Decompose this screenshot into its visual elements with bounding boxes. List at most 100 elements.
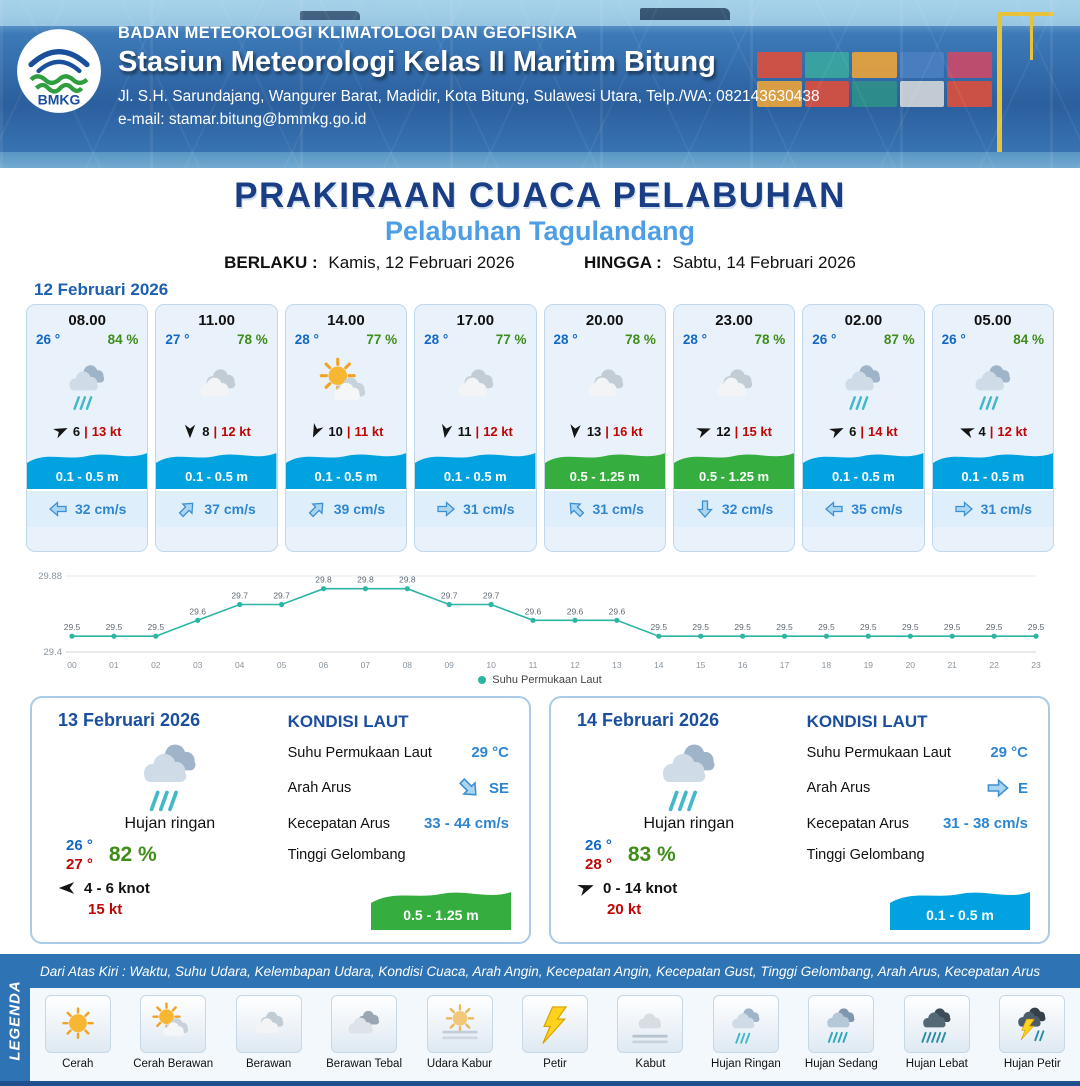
svg-text:29.88: 29.88 [38,571,62,582]
gust-speed: 12 kt [997,423,1028,439]
legend-weather-icon [44,995,111,1053]
wave-height-band: 0.5 - 1.25 m [544,445,665,489]
wind-speed: 12 [716,423,731,439]
humidity: 84 % [107,332,139,347]
svg-text:01: 01 [109,660,119,670]
current-direction-icon [954,501,973,517]
hourly-forecast-card: 02.00 26 ° 87 % 6 | 14 kt 0.1 - 0.5 m 35… [802,304,925,552]
current-row: 39 cm/s [285,489,407,527]
air-temperature: 28 ° [682,332,708,347]
sea-current-direction-icon [987,778,1009,798]
svg-text:29.5: 29.5 [651,622,668,632]
air-temperature: 27 ° [165,332,190,347]
svg-text:29.8: 29.8 [357,575,374,585]
svg-text:29.5: 29.5 [1028,622,1045,632]
wave-height: 0.1 - 0.5 m [832,469,895,484]
svg-text:05: 05 [277,660,287,670]
svg-text:29.5: 29.5 [860,622,877,632]
wind-gust-separator: | [989,423,994,439]
current-row: 31 cm/s [415,489,536,527]
svg-text:13: 13 [612,660,622,670]
svg-text:14: 14 [654,660,664,670]
berlaku-value: Kamis, 12 Februari 2026 [328,253,515,272]
legend-label: Hujan Ringan [711,1058,781,1070]
hourly-forecast-card: 05.00 26 ° 84 % 4 | 12 kt 0.1 - 0.5 m 31… [931,304,1054,552]
humidity: 78 % [625,332,656,347]
wind-direction-icon [696,428,711,439]
current-row: 31 cm/s [544,489,665,527]
weather-icon [415,347,535,423]
current-direction-icon [569,502,584,518]
legend-weather-icon [426,995,493,1053]
svg-text:00: 00 [67,660,77,670]
legend-weather-icon [140,995,207,1053]
wind-row: 6 | 14 kt [803,423,923,445]
svg-text:19: 19 [864,660,874,670]
daily-wave-band: 0.5 - 1.25 m [371,884,511,930]
sst-label: Suhu Permukaan Laut [806,744,951,761]
current-direction-icon [308,502,324,518]
hingga-label: HINGGA : [584,253,662,272]
air-temperature: 26 ° [36,332,61,347]
gust-speed: 13 kt [91,423,122,439]
chart-legend-marker [478,676,487,684]
bmkg-logo: BMKG [17,29,101,113]
weather-icon [674,347,794,423]
legend-label: Berawan Tebal [326,1058,403,1070]
legend-weather-icon [999,995,1066,1053]
hourly-forecast-row: 08.00 26 ° 84 % 6 | 13 kt 0.1 - 0.5 m 32… [26,304,1054,552]
wave-height: 0.5 - 1.25 m [699,469,770,484]
legend-side-bar: LEGENDA [0,954,30,1086]
legend-item: Udara Kabur [412,995,507,1086]
wind-row: 6 | 13 kt [27,423,147,445]
current-speed: 31 cm/s [980,501,1032,517]
forecast-date: 12 Februari 2026 [34,280,169,299]
daily-wave-value: 0.5 - 1.25 m [403,907,479,923]
humidity: 87 % [883,332,915,347]
wind-gust-separator: | [346,423,351,439]
legend-items: Cerah Cerah Berawan Berawan Berawan Teba… [30,988,1080,1086]
hingga-value: Sabtu, 14 Februari 2026 [672,253,856,272]
daily-weather-icon [629,731,749,817]
forecast-time: 17.00 [456,312,495,329]
wind-gust-separator: | [605,423,609,439]
svg-text:29.5: 29.5 [106,622,123,632]
legend-item: Cerah Berawan [125,995,220,1086]
svg-text:16: 16 [738,660,748,670]
current-direction-value: SE [488,779,509,797]
wave-height: 0.1 - 0.5 m [443,469,507,484]
wave-height-label: Tinggi Gelombang [287,847,406,863]
svg-text:02: 02 [151,660,161,670]
svg-text:29.8: 29.8 [315,575,332,585]
station-email: e-mail: stamar.bitung@bmmkg.go.id [118,111,367,128]
legend-label: Hujan Lebat [905,1058,968,1070]
current-speed: 31 cm/s [592,501,644,517]
page-title: PRAKIRAAN CUACA PELABUHAN [234,176,846,215]
wind-direction-icon [441,423,453,439]
svg-text:29.7: 29.7 [441,591,458,601]
wind-row: 8 | 12 kt [156,423,276,445]
port-name: Pelabuhan Tagulandang [384,216,696,246]
wind-gust-separator: | [734,423,739,439]
air-temperature: 28 ° [553,332,578,347]
legend-item: Hujan Sedang [794,995,889,1086]
wave-height: 0.5 - 1.25 m [569,469,640,484]
wind-row: 12 | 15 kt [674,423,794,445]
gust-speed: 15 kt [742,423,772,439]
wave-height-band: 0.1 - 0.5 m [156,445,277,489]
weather-icon [286,347,406,423]
current-direction-icon [696,500,713,518]
legend-weather-icon [235,995,302,1053]
wind-gust-separator: | [860,423,865,439]
current-direction-icon [825,501,843,517]
svg-text:23: 23 [1031,660,1041,670]
wind-direction-icon [570,424,581,439]
legend-label: Kabut [635,1058,666,1070]
hourly-forecast-card: 11.00 27 ° 78 % 8 | 12 kt 0.1 - 0.5 m 37… [155,304,278,552]
legend-weather-icon [617,995,684,1053]
station-name: Stasiun Meteorologi Kelas II Maritim Bit… [118,46,716,78]
weather-icon [545,347,665,423]
daily-forecast-row: 13 Februari 2026 Hujan ringan 26 ° 27 ° … [30,696,1050,944]
svg-text:29.6: 29.6 [189,606,206,616]
humidity: 78 % [236,332,268,347]
